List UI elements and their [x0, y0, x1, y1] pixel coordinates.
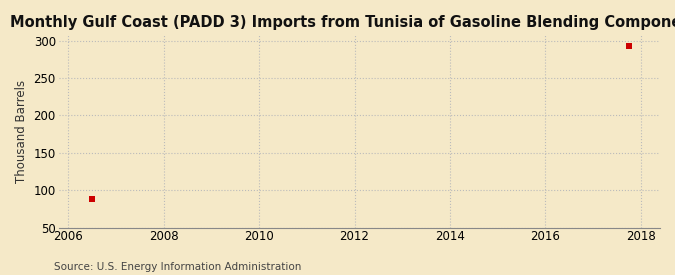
Text: Source: U.S. Energy Information Administration: Source: U.S. Energy Information Administ… — [54, 262, 301, 272]
Y-axis label: Thousand Barrels: Thousand Barrels — [15, 80, 28, 183]
Title: Monthly Gulf Coast (PADD 3) Imports from Tunisia of Gasoline Blending Components: Monthly Gulf Coast (PADD 3) Imports from… — [10, 15, 675, 30]
